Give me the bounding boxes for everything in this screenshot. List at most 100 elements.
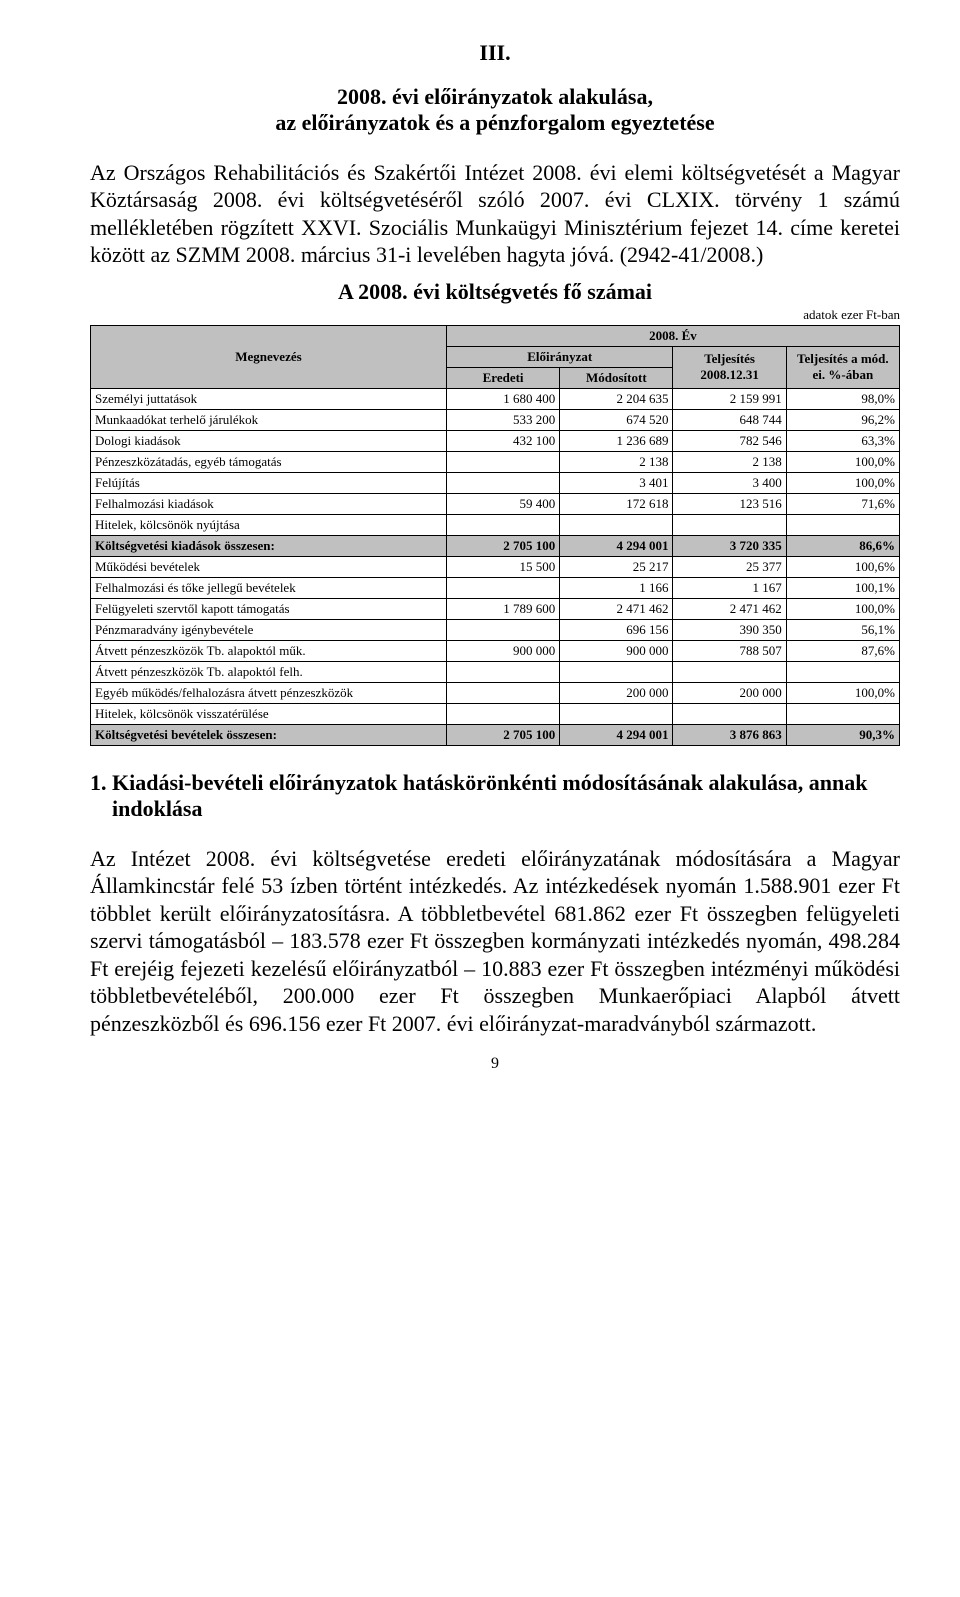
- table-row: Egyéb működés/felhalozásra átvett pénzes…: [91, 682, 900, 703]
- row-value: 696 156: [560, 619, 673, 640]
- row-label: Pénzmaradvány igénybevétele: [91, 619, 447, 640]
- row-value: 100,6%: [786, 556, 899, 577]
- row-value: 90,3%: [786, 724, 899, 745]
- row-value: 25 377: [673, 556, 786, 577]
- row-label: Felhalmozási kiadások: [91, 493, 447, 514]
- row-value: 432 100: [446, 430, 559, 451]
- row-value: 56,1%: [786, 619, 899, 640]
- table-row: Költségvetési kiadások összesen:2 705 10…: [91, 535, 900, 556]
- table-row: Átvett pénzeszközök Tb. alapoktól felh.: [91, 661, 900, 682]
- row-value: 100,0%: [786, 451, 899, 472]
- row-label: Költségvetési bevételek összesen:: [91, 724, 447, 745]
- row-value: 3 400: [673, 472, 786, 493]
- row-value: [446, 451, 559, 472]
- row-value: 3 876 863: [673, 724, 786, 745]
- row-value: 2 138: [673, 451, 786, 472]
- row-label: Költségvetési kiadások összesen:: [91, 535, 447, 556]
- row-value: 2 159 991: [673, 388, 786, 409]
- row-label: Felügyeleti szervtől kapott támogatás: [91, 598, 447, 619]
- row-value: 100,0%: [786, 682, 899, 703]
- row-value: [673, 514, 786, 535]
- row-label: Egyéb működés/felhalozásra átvett pénzes…: [91, 682, 447, 703]
- row-value: [786, 514, 899, 535]
- row-value: [446, 703, 559, 724]
- row-value: 2 204 635: [560, 388, 673, 409]
- table-row: Felhalmozási és tőke jellegű bevételek1 …: [91, 577, 900, 598]
- row-value: 1 680 400: [446, 388, 559, 409]
- row-value: 86,6%: [786, 535, 899, 556]
- table-row: Személyi juttatások1 680 4002 204 6352 1…: [91, 388, 900, 409]
- row-value: 1 789 600: [446, 598, 559, 619]
- row-label: Dologi kiadások: [91, 430, 447, 451]
- row-value: 782 546: [673, 430, 786, 451]
- table-row: Hitelek, kölcsönök nyújtása: [91, 514, 900, 535]
- row-value: 2 705 100: [446, 535, 559, 556]
- row-label: Munkaadókat terhelő járulékok: [91, 409, 447, 430]
- row-value: 648 744: [673, 409, 786, 430]
- table-row: Munkaadókat terhelő járulékok533 200674 …: [91, 409, 900, 430]
- row-value: 2 471 462: [673, 598, 786, 619]
- row-value: [446, 472, 559, 493]
- th-ev: 2008. Év: [446, 325, 899, 346]
- row-label: Pénzeszközátadás, egyéb támogatás: [91, 451, 447, 472]
- row-label: Hitelek, kölcsönök visszatérülése: [91, 703, 447, 724]
- row-label: Átvett pénzeszközök Tb. alapoktól felh.: [91, 661, 447, 682]
- section-number: III.: [90, 40, 900, 66]
- row-value: 788 507: [673, 640, 786, 661]
- row-value: 200 000: [560, 682, 673, 703]
- th-modositott: Módosított: [560, 367, 673, 388]
- row-value: [446, 514, 559, 535]
- table-row: Felújítás3 4013 400100,0%: [91, 472, 900, 493]
- row-value: [446, 619, 559, 640]
- row-value: 674 520: [560, 409, 673, 430]
- row-value: [560, 703, 673, 724]
- table-row: Költségvetési bevételek összesen:2 705 1…: [91, 724, 900, 745]
- row-value: 96,2%: [786, 409, 899, 430]
- table-row: Felügyeleti szervtől kapott támogatás1 7…: [91, 598, 900, 619]
- units-label: adatok ezer Ft-ban: [90, 307, 900, 323]
- page-title: 2008. évi előirányzatok alakulása, az el…: [90, 84, 900, 137]
- row-value: [560, 514, 673, 535]
- row-value: 25 217: [560, 556, 673, 577]
- row-value: 2 471 462: [560, 598, 673, 619]
- page-number: 9: [90, 1055, 900, 1073]
- row-label: Működési bevételek: [91, 556, 447, 577]
- title-line-2: az előirányzatok és a pénzforgalom egyez…: [275, 110, 714, 135]
- table-row: Pénzmaradvány igénybevétele 696 156390 35…: [91, 619, 900, 640]
- row-value: 59 400: [446, 493, 559, 514]
- row-value: [446, 682, 559, 703]
- title-line-1: 2008. évi előirányzatok alakulása,: [337, 84, 653, 109]
- row-value: [786, 703, 899, 724]
- row-value: 3 401: [560, 472, 673, 493]
- intro-paragraph: Az Országos Rehabilitációs és Szakértői …: [90, 159, 900, 269]
- table-row: Felhalmozási kiadások59 400172 618123 51…: [91, 493, 900, 514]
- row-value: 390 350: [673, 619, 786, 640]
- row-value: 100,0%: [786, 598, 899, 619]
- budget-table: Megnevezés 2008. Év Előirányzat Teljesít…: [90, 325, 900, 746]
- section-1-heading: 1. Kiadási-bevételi előirányzatok hatásk…: [90, 770, 900, 823]
- row-value: 123 516: [673, 493, 786, 514]
- row-label: Hitelek, kölcsönök nyújtása: [91, 514, 447, 535]
- row-value: 900 000: [446, 640, 559, 661]
- row-value: 63,3%: [786, 430, 899, 451]
- table-row: Működési bevételek15 50025 21725 377100,…: [91, 556, 900, 577]
- row-value: 4 294 001: [560, 535, 673, 556]
- row-value: 1 236 689: [560, 430, 673, 451]
- row-value: 1 167: [673, 577, 786, 598]
- row-value: 900 000: [560, 640, 673, 661]
- row-value: [673, 703, 786, 724]
- row-value: [673, 661, 786, 682]
- th-eloiranyzat: Előirányzat: [446, 346, 673, 367]
- row-value: 15 500: [446, 556, 559, 577]
- row-label: Felújítás: [91, 472, 447, 493]
- th-teljesites-a: Teljesítés a mód. ei. %-ában: [786, 346, 899, 388]
- table-row: Pénzeszközátadás, egyéb támogatás 2 1382 …: [91, 451, 900, 472]
- row-value: [446, 577, 559, 598]
- row-value: 200 000: [673, 682, 786, 703]
- row-value: 4 294 001: [560, 724, 673, 745]
- th-megnevezes: Megnevezés: [91, 325, 447, 388]
- row-value: 2 705 100: [446, 724, 559, 745]
- row-value: 98,0%: [786, 388, 899, 409]
- table-row: Hitelek, kölcsönök visszatérülése: [91, 703, 900, 724]
- row-value: 2 138: [560, 451, 673, 472]
